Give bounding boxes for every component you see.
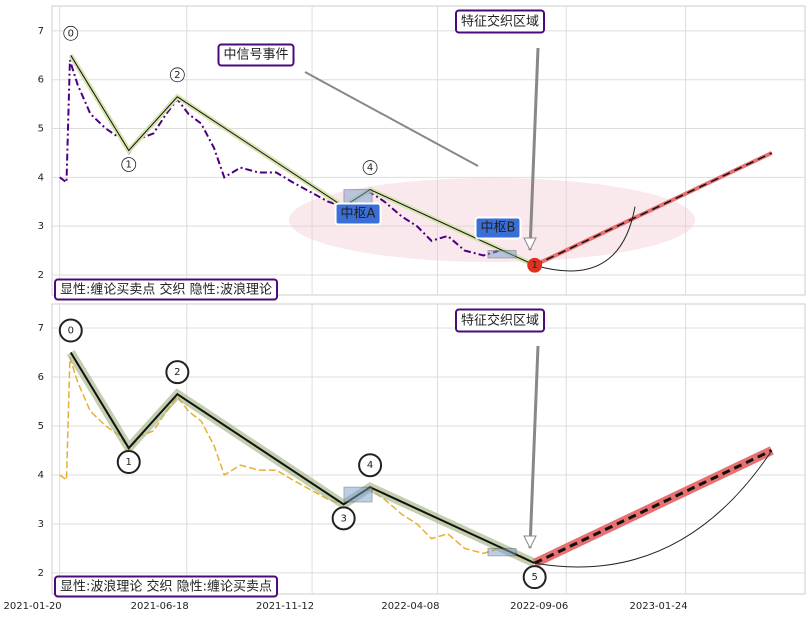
wave-label-circle — [362, 160, 378, 175]
wave-label: 3 — [340, 513, 346, 524]
annotation: 中信号事件 — [223, 48, 288, 63]
x-tick-label: 2022-04-08 — [381, 601, 439, 612]
y-tick-label: 2 — [38, 270, 44, 281]
arrow — [304, 71, 479, 167]
annotation-box — [474, 216, 522, 240]
wave-label-circle — [169, 67, 185, 83]
annotation-box — [334, 202, 382, 226]
y-tick-label: 7 — [38, 323, 44, 334]
wave-label: 4 — [367, 163, 373, 174]
x-tick-label: 2023-01-24 — [629, 601, 687, 612]
arrow-head — [523, 237, 537, 252]
wave-label-circle — [165, 360, 190, 385]
y-tick-label: 4 — [38, 470, 44, 481]
wave-line — [70, 55, 535, 266]
wave-label-circle — [63, 25, 79, 41]
forecast-line — [534, 449, 773, 565]
plot-area — [51, 303, 806, 595]
pivot-box — [343, 189, 373, 205]
plot-area — [51, 5, 806, 296]
x-tick-label: 2021-01-20 — [4, 601, 62, 612]
wave-label-circle — [116, 450, 141, 475]
arrow — [528, 345, 540, 549]
arc — [534, 450, 773, 568]
wave-label-circle — [331, 506, 356, 531]
forecast-line — [534, 152, 773, 266]
x-tick-label: 2021-11-12 — [256, 601, 314, 612]
legend-text: 显性:波浪理论 交织 隐性:缠论买卖点 — [60, 579, 272, 595]
wave-label-circle — [358, 453, 383, 478]
arrow — [528, 47, 540, 251]
wave-label: 4 — [367, 460, 373, 471]
wave-label: 5 — [531, 572, 537, 583]
y-tick-label: 7 — [38, 26, 44, 37]
x-tick-label: 2021-06-18 — [131, 601, 189, 612]
pivot-box — [487, 250, 517, 259]
wave-label-circle — [58, 318, 83, 343]
wave-label: 1 — [531, 260, 537, 271]
pivot-box — [343, 486, 373, 503]
legend-box — [54, 575, 279, 598]
annotation: 特征交织区域 — [461, 313, 539, 329]
wave-label-circle — [121, 157, 137, 172]
wave-label: 2 — [174, 70, 180, 81]
legend-text: 显性:缠论买卖点 交织 隐性:波浪理论 — [60, 282, 272, 298]
wave-label-circle — [522, 565, 547, 590]
annotation-box — [217, 43, 295, 67]
wave-label: 0 — [68, 325, 74, 336]
wave-label: 1 — [126, 160, 132, 171]
annotation-box — [454, 9, 546, 34]
annotation: 中枢B — [481, 221, 516, 236]
y-tick-label: 5 — [38, 124, 44, 135]
annotation: 特征交织区域 — [461, 14, 539, 30]
x-tick-label: 2022-09-06 — [510, 601, 568, 612]
wave-label: 1 — [126, 457, 132, 468]
pivot-box — [487, 547, 517, 557]
wave-label: 0 — [68, 28, 74, 39]
y-tick-label: 5 — [38, 421, 44, 432]
y-tick-label: 3 — [38, 519, 44, 530]
y-tick-label: 6 — [38, 75, 44, 86]
wave-label-circle — [527, 257, 543, 273]
legend-box — [54, 278, 279, 301]
arc — [534, 206, 636, 272]
annotation-box — [454, 308, 546, 333]
y-tick-label: 3 — [38, 221, 44, 232]
y-tick-label: 6 — [38, 372, 44, 383]
wave-label: 2 — [174, 367, 180, 378]
wave-line — [69, 351, 536, 565]
y-tick-label: 4 — [38, 172, 44, 183]
price-line — [59, 59, 536, 267]
y-tick-label: 2 — [38, 568, 44, 579]
annotation: 中枢A — [341, 207, 376, 222]
arrow-head — [523, 535, 537, 550]
